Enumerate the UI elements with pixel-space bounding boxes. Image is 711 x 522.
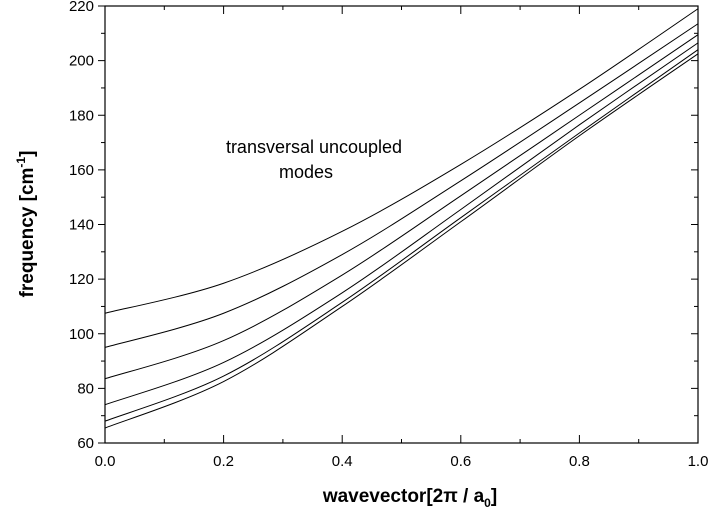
y-tick-label: 140 bbox=[69, 217, 94, 234]
series-line-1 bbox=[104, 8, 699, 314]
y-axis-label-sup: -1 bbox=[14, 157, 28, 168]
y-axis-label-main: frequency [cm bbox=[17, 168, 38, 298]
x-axis-label: wavevector[2π / a0] bbox=[322, 486, 497, 510]
y-axis-label: frequency [cm-1] bbox=[14, 151, 38, 298]
series-line-6 bbox=[104, 53, 699, 429]
x-axis-label-pi: π bbox=[443, 486, 458, 507]
y-tick-label: 200 bbox=[69, 53, 94, 70]
curves-layer bbox=[104, 8, 699, 429]
y-tick-label: 120 bbox=[69, 271, 94, 288]
annotation-line-1: transversal uncoupled bbox=[226, 137, 402, 157]
annotation-line-2: modes bbox=[279, 162, 333, 182]
y-tick-label: 100 bbox=[69, 326, 94, 343]
x-axis-label-sub: 0 bbox=[484, 496, 491, 510]
y-axis-label-end: ] bbox=[17, 151, 38, 157]
series-line-4 bbox=[104, 42, 699, 406]
series-line-2 bbox=[104, 23, 699, 348]
y-tick-label: 80 bbox=[77, 380, 94, 397]
y-tick-label: 220 bbox=[69, 0, 94, 15]
x-axis-label-end: ] bbox=[491, 486, 497, 507]
plot-frame bbox=[104, 5, 699, 444]
x-tick-label: 0.4 bbox=[332, 453, 353, 470]
y-tick-label: 180 bbox=[69, 107, 94, 124]
x-axis-label-main: wavevector[2 bbox=[322, 486, 443, 507]
y-tick-label: 160 bbox=[69, 162, 94, 179]
x-tick-label: 0.2 bbox=[213, 453, 234, 470]
x-tick-label: 0.0 bbox=[95, 453, 116, 470]
series-line-3 bbox=[104, 34, 699, 380]
ticks-layer: 0.0 0.2 0.4 0.6 0.8 1.0 60 80 100 120 140 160 180 200… bbox=[69, 0, 708, 470]
x-tick-label: 0.6 bbox=[450, 453, 471, 470]
x-axis-label-slash: / a bbox=[458, 486, 485, 507]
series-line-5 bbox=[104, 49, 699, 422]
x-tick-label: 1.0 bbox=[688, 453, 709, 470]
y-tick-label: 60 bbox=[77, 435, 94, 452]
x-tick-label: 0.8 bbox=[569, 453, 590, 470]
